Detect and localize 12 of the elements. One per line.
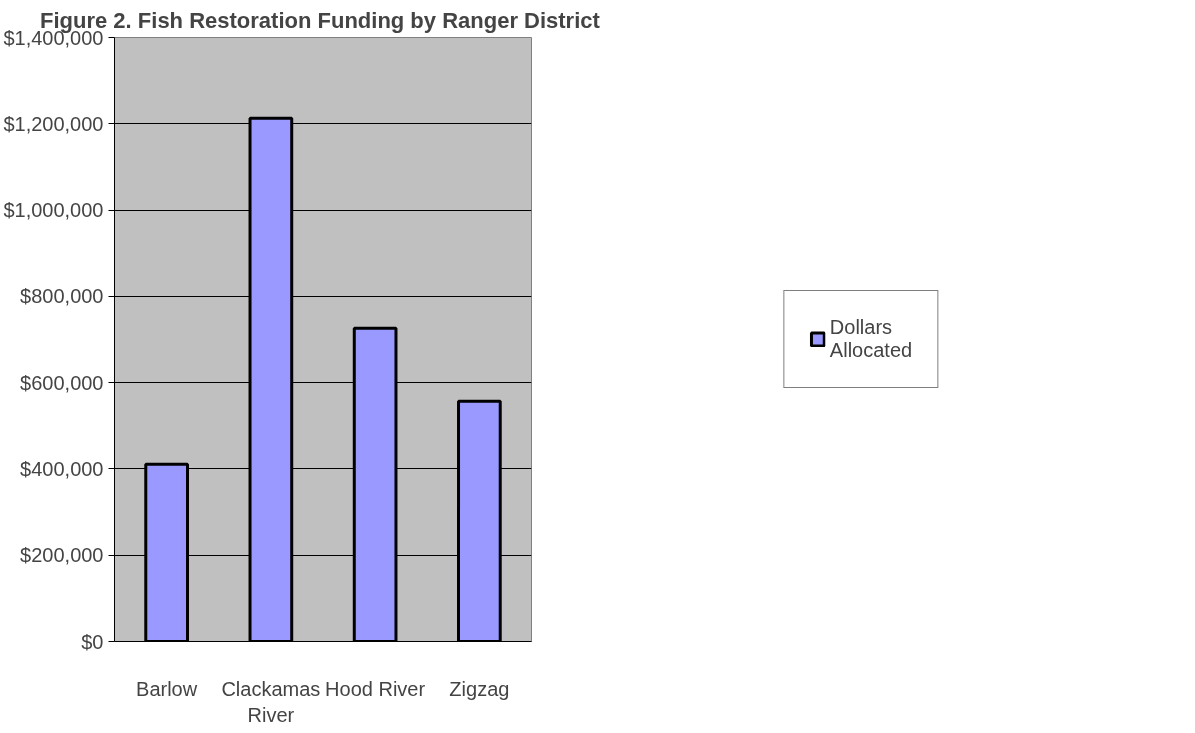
x-tick-label: Clackamas River [221,677,321,726]
y-tick-label: $1,000,000 [3,199,104,222]
y-tick-label: $0 [81,630,104,653]
y-tick-label: $200,000 [20,544,104,567]
legend-label: Dollars Allocated [829,316,913,362]
y-tick-label: $400,000 [20,457,104,480]
y-tick-label: $800,000 [20,285,104,308]
y-tick-label: $1,200,000 [3,112,104,135]
y-tick-label: $600,000 [20,371,104,394]
x-tick-label: Hood River [325,677,426,700]
x-tick-label: Barlow [136,677,198,700]
x-tick-label: Zigzag [449,677,510,700]
